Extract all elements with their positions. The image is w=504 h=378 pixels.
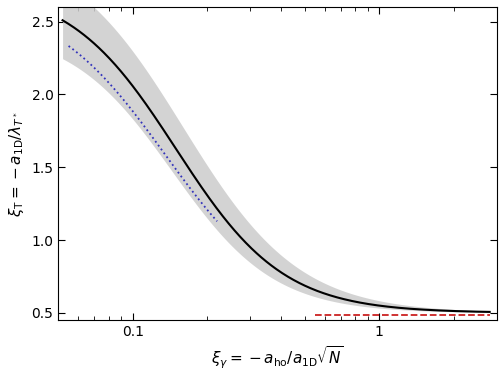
X-axis label: $\xi_{\gamma} = -a_{\rm ho}/a_{\rm 1D}\sqrt{N}$: $\xi_{\gamma} = -a_{\rm ho}/a_{\rm 1D}\s… xyxy=(212,344,344,371)
Y-axis label: $\xi_{\rm T} = -a_{\rm 1D}/\lambda_{T^*}$: $\xi_{\rm T} = -a_{\rm 1D}/\lambda_{T^*}… xyxy=(7,110,26,217)
